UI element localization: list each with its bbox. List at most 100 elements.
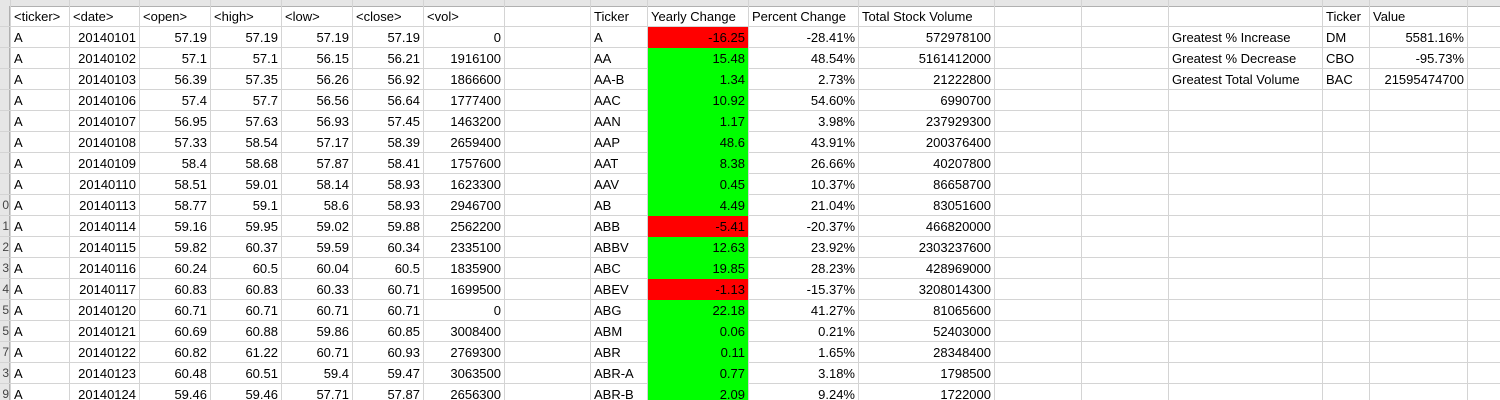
raw-ticker-cell[interactable]: A [14,198,23,213]
raw-value-cell[interactable]: 56.92 [387,72,420,87]
summary-ticker-cell[interactable]: AAN [594,114,621,129]
yearly-change-cell[interactable]: 2.09 [648,384,748,400]
raw-value-cell[interactable]: 20140115 [79,240,136,255]
raw-value-cell[interactable]: 56.56 [316,93,349,108]
greatest-value-header[interactable]: Value [1373,9,1406,24]
total-volume-cell[interactable]: 5161412000 [918,51,991,66]
percent-change-cell[interactable]: 54.60% [810,93,855,108]
raw-value-cell[interactable]: 2659400 [450,135,501,150]
total-volume-cell[interactable]: 2303237600 [918,240,991,255]
raw-value-cell[interactable]: 1835900 [450,261,501,276]
raw-value-cell[interactable]: 20140110 [79,177,136,192]
percent-change-cell[interactable]: 41.27% [810,303,855,318]
raw-value-cell[interactable]: 57.7 [252,93,278,108]
percent-change-cell[interactable]: -15.37% [806,282,855,297]
raw-value-cell[interactable]: 3008400 [450,324,501,339]
raw-value-cell[interactable]: 60.24 [174,261,207,276]
raw-value-cell[interactable]: 20140122 [78,345,136,360]
raw-value-cell[interactable]: 59.88 [387,219,420,234]
yearly-change-cell[interactable]: 1.17 [648,111,748,132]
raw-ticker-cell[interactable]: A [14,282,23,297]
percent-change-cell[interactable]: 26.66% [810,156,855,171]
raw-value-cell[interactable]: 20140113 [79,198,136,213]
raw-value-cell[interactable]: 57.63 [245,114,278,129]
raw-value-cell[interactable]: 60.88 [245,324,278,339]
raw-value-cell[interactable]: 57.19 [174,30,207,45]
raw-value-cell[interactable]: 60.83 [245,282,278,297]
raw-value-cell[interactable]: 60.71 [174,303,207,318]
raw-value-cell[interactable]: 57.35 [245,72,278,87]
raw-value-cell[interactable]: 20140114 [79,219,136,234]
total-volume-cell[interactable]: 40207800 [933,156,991,171]
yearly-change-cell[interactable]: 22.18 [648,300,748,321]
raw-header-cell[interactable]: <vol> [427,9,459,24]
raw-value-cell[interactable]: 20140121 [78,324,136,339]
raw-value-cell[interactable]: 60.33 [316,282,349,297]
raw-ticker-cell[interactable]: A [14,303,23,318]
raw-value-cell[interactable]: 57.17 [316,135,349,150]
raw-value-cell[interactable]: 59.46 [245,387,278,400]
raw-value-cell[interactable]: 1777400 [450,93,501,108]
greatest-value-cell[interactable]: 21595474700 [1384,72,1464,87]
raw-value-cell[interactable]: 20140102 [78,51,136,66]
raw-value-cell[interactable]: 20140101 [78,30,136,45]
yearly-change-cell[interactable]: 8.38 [648,153,748,174]
raw-value-cell[interactable]: 60.83 [174,282,207,297]
raw-value-cell[interactable]: 3063500 [450,366,501,381]
total-volume-cell[interactable]: 3208014300 [918,282,991,297]
percent-change-cell[interactable]: 43.91% [810,135,855,150]
raw-value-cell[interactable]: 0 [493,30,501,45]
greatest-ticker-cell[interactable]: BAC [1326,72,1353,87]
yearly-change-cell[interactable]: 12.63 [648,237,748,258]
summary-ticker-cell[interactable]: ABR-B [594,387,634,400]
raw-value-cell[interactable]: 2946700 [450,198,501,213]
summary-ticker-cell[interactable]: ABB [594,219,621,234]
raw-value-cell[interactable]: 57.1 [252,51,278,66]
raw-value-cell[interactable]: 60.04 [316,261,349,276]
raw-value-cell[interactable]: 20140116 [79,261,136,276]
percent-change-cell[interactable]: 1.65% [818,345,855,360]
row-number[interactable]: 9 [2,387,9,400]
raw-ticker-cell[interactable]: A [14,324,23,339]
total-volume-cell[interactable]: 21222800 [933,72,991,87]
raw-value-cell[interactable]: 1463200 [450,114,501,129]
column-header-strip[interactable] [0,0,1500,7]
row-number[interactable]: 3 [2,366,9,380]
percent-change-cell[interactable]: 23.92% [810,240,855,255]
raw-value-cell[interactable]: 56.93 [316,114,349,129]
raw-value-cell[interactable]: 20140109 [78,156,136,171]
summary-ticker-cell[interactable]: AAT [594,156,619,171]
raw-value-cell[interactable]: 60.82 [174,345,207,360]
raw-ticker-cell[interactable]: A [14,387,23,400]
raw-value-cell[interactable]: 2656300 [450,387,501,400]
greatest-ticker-cell[interactable]: CBO [1326,51,1355,66]
raw-value-cell[interactable]: 2335100 [450,240,501,255]
raw-value-cell[interactable]: 58.77 [174,198,207,213]
raw-value-cell[interactable]: 59.46 [174,387,207,400]
summary-ticker-cell[interactable]: ABR [594,345,621,360]
row-number[interactable]: 1 [2,219,9,233]
raw-value-cell[interactable]: 1757600 [450,156,501,171]
raw-value-cell[interactable]: 20140108 [78,135,136,150]
summary-header-cell[interactable]: Total Stock Volume [862,9,973,24]
raw-value-cell[interactable]: 20140123 [78,366,136,381]
yearly-change-cell[interactable]: -1.13 [648,279,748,300]
summary-ticker-cell[interactable]: AB [594,198,612,213]
greatest-label-cell[interactable]: Greatest % Increase [1172,30,1291,45]
raw-value-cell[interactable]: 57.4 [181,93,207,108]
summary-ticker-cell[interactable]: ABR-A [594,366,634,381]
raw-value-cell[interactable]: 59.4 [323,366,349,381]
raw-value-cell[interactable]: 57.87 [316,156,349,171]
raw-value-cell[interactable]: 57.19 [316,30,349,45]
raw-ticker-cell[interactable]: A [14,345,23,360]
raw-value-cell[interactable]: 56.26 [316,72,349,87]
raw-value-cell[interactable]: 56.64 [387,93,420,108]
raw-value-cell[interactable]: 60.85 [387,324,420,339]
summary-ticker-cell[interactable]: ABC [594,261,621,276]
yearly-change-cell[interactable]: -16.25 [648,27,748,48]
raw-value-cell[interactable]: 2562200 [450,219,501,234]
summary-ticker-cell[interactable]: A [594,30,603,45]
raw-header-cell[interactable]: <close> [356,9,402,24]
raw-value-cell[interactable]: 58.93 [387,177,420,192]
raw-value-cell[interactable]: 59.95 [245,219,278,234]
